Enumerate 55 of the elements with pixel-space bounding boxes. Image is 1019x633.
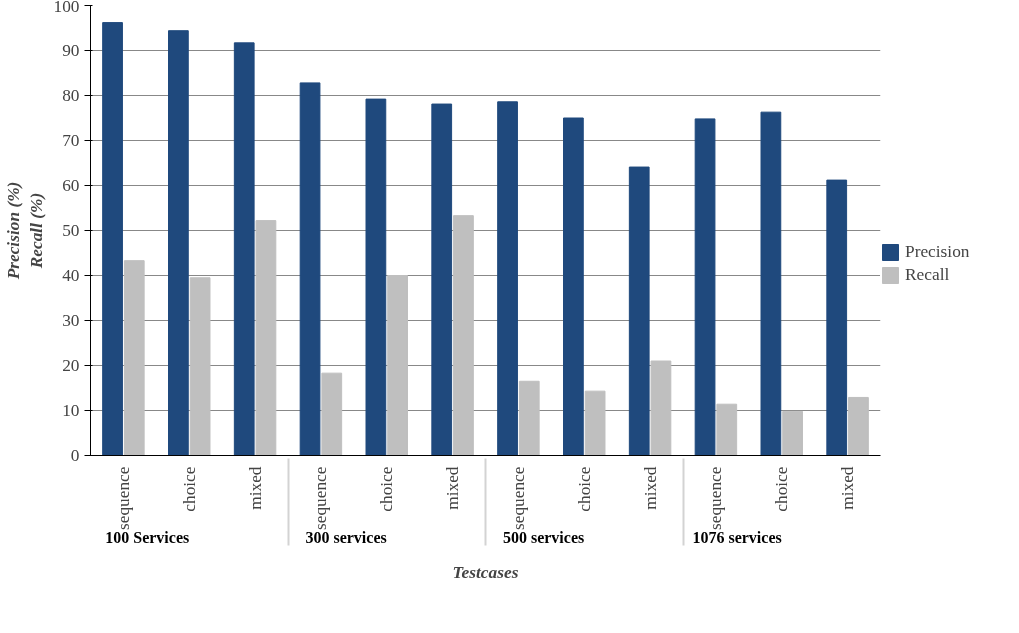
y-tick-label: 0 bbox=[70, 446, 80, 465]
x-tick-label: sequence bbox=[311, 466, 331, 530]
bar bbox=[694, 118, 716, 456]
bar bbox=[584, 390, 606, 456]
y-tick-label: 20 bbox=[62, 356, 80, 375]
bar bbox=[255, 220, 277, 456]
bar bbox=[518, 380, 540, 456]
bar bbox=[497, 101, 518, 456]
bar bbox=[233, 42, 255, 456]
bar bbox=[123, 260, 145, 456]
bar bbox=[453, 215, 474, 456]
y-tick-label: 90 bbox=[62, 41, 80, 60]
legend-label: Precision bbox=[905, 242, 970, 262]
bar bbox=[563, 117, 584, 456]
y-axis-title: Precision (%) Recall (%) bbox=[3, 181, 46, 281]
bar bbox=[848, 396, 869, 456]
y-tick-label: 30 bbox=[62, 311, 80, 330]
text: 500 services bbox=[502, 529, 585, 547]
x-tick-label: sequence bbox=[706, 466, 726, 530]
x-tick-label: mixed bbox=[443, 466, 463, 510]
y-tick-label: 10 bbox=[62, 401, 80, 420]
bar bbox=[321, 372, 343, 456]
y-tick-label: 50 bbox=[62, 221, 80, 240]
y-tick-label: 80 bbox=[62, 86, 80, 105]
y-tick-label: 40 bbox=[62, 266, 80, 285]
y-tick-label: 60 bbox=[62, 176, 80, 195]
x-tick-label: mixed bbox=[640, 466, 660, 510]
x-tick-label: choice bbox=[772, 466, 792, 512]
x-axis-title: Testcases bbox=[452, 563, 519, 582]
bar bbox=[102, 22, 123, 456]
legend-label: Recall bbox=[905, 265, 950, 285]
bar bbox=[365, 98, 387, 456]
bar bbox=[716, 403, 738, 456]
bar bbox=[431, 103, 453, 456]
y-tick-label: 100 bbox=[53, 0, 80, 16]
text: 300 services bbox=[305, 529, 387, 547]
bar bbox=[826, 179, 848, 456]
bar bbox=[299, 82, 321, 456]
text: 1076 services bbox=[692, 529, 782, 547]
bar bbox=[650, 360, 672, 456]
bar bbox=[387, 275, 408, 456]
bar bbox=[760, 111, 782, 456]
x-tick-label: choice bbox=[179, 466, 199, 512]
x-tick-label: choice bbox=[574, 466, 594, 512]
bar bbox=[189, 277, 211, 456]
text: 100 Services bbox=[105, 529, 190, 547]
x-tick-label: sequence bbox=[508, 466, 528, 530]
bar bbox=[782, 410, 803, 456]
x-tick-label: choice bbox=[377, 466, 397, 512]
x-tick-label: sequence bbox=[113, 466, 133, 530]
bar bbox=[628, 166, 650, 456]
x-tick-label: mixed bbox=[838, 466, 858, 510]
y-tick-label: 70 bbox=[62, 131, 80, 150]
x-tick-label: mixed bbox=[245, 466, 265, 510]
bar bbox=[168, 30, 189, 456]
